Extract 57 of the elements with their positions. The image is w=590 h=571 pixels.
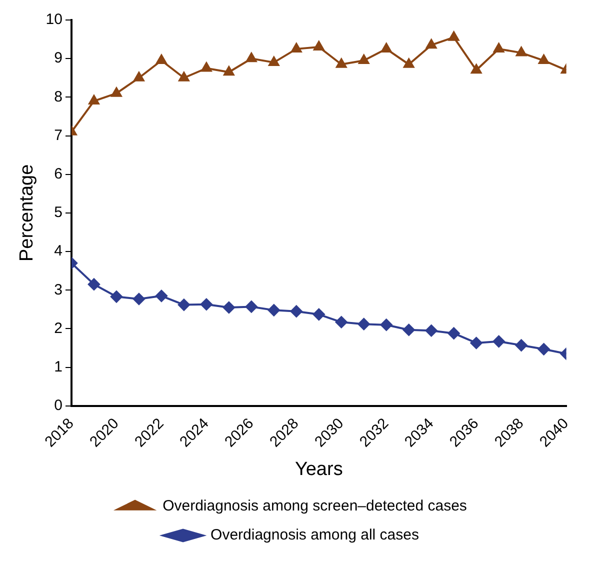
point [402,324,415,336]
point [156,54,167,64]
point [493,42,504,52]
point [178,298,190,311]
point [538,343,550,356]
point [200,298,212,310]
y-tick-label: 7 [54,126,62,144]
point [470,64,482,74]
point [515,339,528,352]
point [448,31,460,41]
y-tick-label: 1 [54,358,62,376]
point [470,336,482,349]
point [358,318,370,330]
point [448,327,460,340]
x-axis-title: Years [294,458,343,480]
y-tick-label: 10 [46,11,62,28]
point [290,305,302,318]
point [404,58,414,68]
point [538,54,550,64]
point [312,308,325,320]
point [134,72,144,82]
legend-label: Overdiagnosis among all cases [210,526,419,544]
point [380,318,392,331]
y-tick-label: 2 [54,320,62,337]
point [111,87,122,97]
point [224,66,234,76]
y-tick-label: 4 [54,242,62,260]
point [88,95,100,105]
point [492,335,505,348]
point [88,278,100,290]
point [314,41,324,51]
point [268,56,280,66]
point [110,290,122,303]
point [426,39,437,49]
point [516,46,527,56]
y-tick-label: 6 [54,165,62,182]
point [132,292,145,305]
y-tick-label: 0 [54,397,62,414]
point [425,324,438,337]
y-tick-label: 5 [54,204,62,222]
point [336,58,347,68]
y-tick-label: 3 [54,281,62,298]
y-tick-label: 9 [54,50,62,67]
point [245,300,258,313]
point [201,62,212,72]
point [268,304,280,316]
point [155,290,168,302]
point [358,54,370,64]
y-tick-label: 8 [54,88,62,106]
point [381,42,392,52]
point [335,316,348,328]
point [222,301,235,314]
y-axis-title: Percentage [16,164,38,262]
point [291,42,302,52]
point [246,52,257,62]
legend-label: Overdiagnosis among screen–detected cases [162,498,467,515]
point [178,72,190,82]
